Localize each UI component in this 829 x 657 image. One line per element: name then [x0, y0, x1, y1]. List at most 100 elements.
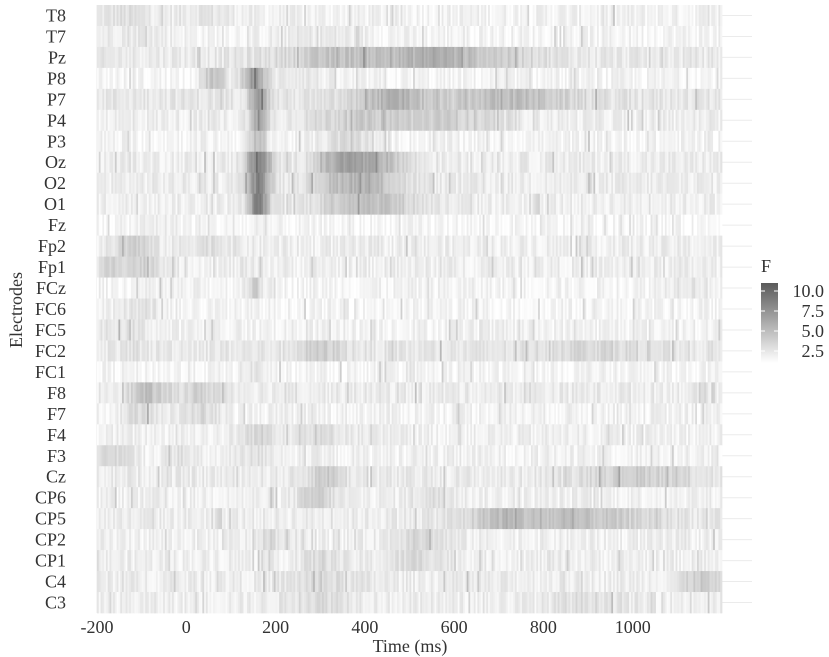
heatmap-cell [395, 235, 398, 257]
heatmap-cell [389, 277, 392, 299]
heatmap-cell [425, 193, 428, 216]
heatmap-cell [352, 277, 355, 299]
heatmap-cell [573, 5, 576, 27]
heatmap-cell [705, 67, 709, 90]
heatmap-cell [336, 67, 339, 90]
heatmap-cell [713, 235, 716, 257]
heatmap-cell [355, 109, 359, 132]
heatmap-cell [213, 256, 216, 278]
heatmap-cell [273, 25, 276, 48]
heatmap-cell [400, 256, 403, 278]
heatmap-cell [513, 88, 516, 111]
heatmap-cell [654, 256, 657, 278]
heatmap-cell [359, 214, 362, 236]
heatmap-cell [673, 214, 676, 236]
heatmap-cell [645, 172, 648, 195]
heatmap-cell [113, 172, 116, 195]
heatmap-cell [309, 130, 312, 153]
heatmap-cell [268, 172, 271, 195]
heatmap-cell [575, 214, 578, 236]
heatmap-cell [616, 151, 619, 174]
heatmap-cell [193, 109, 196, 132]
heatmap-cell [297, 193, 300, 216]
heatmap-cell [275, 256, 278, 278]
heatmap-cell [123, 67, 126, 90]
heatmap-cell [241, 256, 244, 278]
heatmap-cell [227, 256, 230, 278]
heatmap-cell [422, 46, 425, 69]
heatmap-cell [270, 235, 273, 257]
heatmap-cell [354, 88, 357, 111]
heatmap-cell [282, 172, 285, 195]
heatmap-cell [405, 151, 409, 174]
heatmap-cell [298, 46, 301, 69]
heatmap-cell [179, 88, 182, 111]
heatmap-cell [504, 88, 507, 111]
heatmap-cell [580, 256, 584, 278]
heatmap-cell [141, 172, 144, 195]
heatmap-cell [129, 214, 132, 236]
heatmap-cell [327, 88, 330, 111]
heatmap-cell [241, 67, 244, 90]
heatmap-cell [298, 277, 301, 299]
heatmap-cell [180, 67, 184, 90]
heatmap-cell [654, 46, 657, 69]
heatmap-cell [505, 277, 509, 299]
heatmap-cell [450, 256, 453, 278]
heatmap-cell [684, 67, 687, 90]
heatmap-cell [297, 109, 300, 132]
heatmap-cell [354, 214, 357, 236]
heatmap-cell [127, 5, 130, 27]
heatmap-cell [432, 277, 435, 299]
heatmap-cell [129, 235, 132, 257]
heatmap-cell [673, 193, 676, 216]
heatmap-cell [113, 235, 116, 257]
heatmap-cell [366, 256, 369, 278]
heatmap-cell [472, 46, 475, 69]
heatmap-cell [420, 235, 423, 257]
heatmap-cell [191, 214, 194, 236]
heatmap-cell [214, 25, 217, 48]
heatmap-cell [563, 277, 566, 299]
heatmap-cell [479, 5, 482, 27]
heatmap-cell [413, 277, 416, 299]
heatmap-cell [368, 67, 371, 90]
heatmap-cell [297, 88, 300, 111]
heatmap-cell [493, 235, 496, 257]
heatmap-cell [509, 25, 512, 48]
heatmap-cell [663, 235, 666, 257]
heatmap-cell [566, 235, 569, 257]
heatmap-cell [593, 67, 596, 90]
heatmap-cell [252, 130, 255, 153]
heatmap-cell [357, 5, 360, 27]
heatmap-cell [423, 172, 426, 195]
heatmap-cell [104, 193, 107, 216]
heatmap-cell [673, 88, 676, 111]
heatmap-cell [520, 5, 523, 27]
heatmap-cell [672, 109, 675, 132]
heatmap-cell [280, 151, 284, 174]
heatmap-cell [173, 214, 176, 236]
heatmap-cell [489, 172, 492, 195]
heatmap-cell [627, 130, 630, 153]
heatmap-cell [613, 214, 616, 236]
heatmap-cell [295, 214, 298, 236]
heatmap-cell [389, 46, 392, 69]
heatmap-cell [391, 109, 394, 132]
heatmap-cell [163, 214, 166, 236]
heatmap-cell [400, 172, 403, 195]
heatmap-cell [236, 235, 239, 257]
heatmap-cell [622, 256, 625, 278]
heatmap-cell [284, 130, 287, 153]
heatmap-cell [664, 214, 667, 236]
heatmap-cell [548, 277, 551, 299]
heatmap-cell [636, 109, 639, 132]
heatmap-cell [618, 46, 621, 69]
heatmap-cell [252, 256, 255, 278]
heatmap-cell [175, 25, 178, 48]
heatmap-cell [161, 5, 164, 27]
heatmap-cell [416, 151, 419, 174]
heatmap-cell [232, 151, 235, 174]
heatmap-cell [709, 277, 712, 299]
heatmap-cell [264, 214, 267, 236]
